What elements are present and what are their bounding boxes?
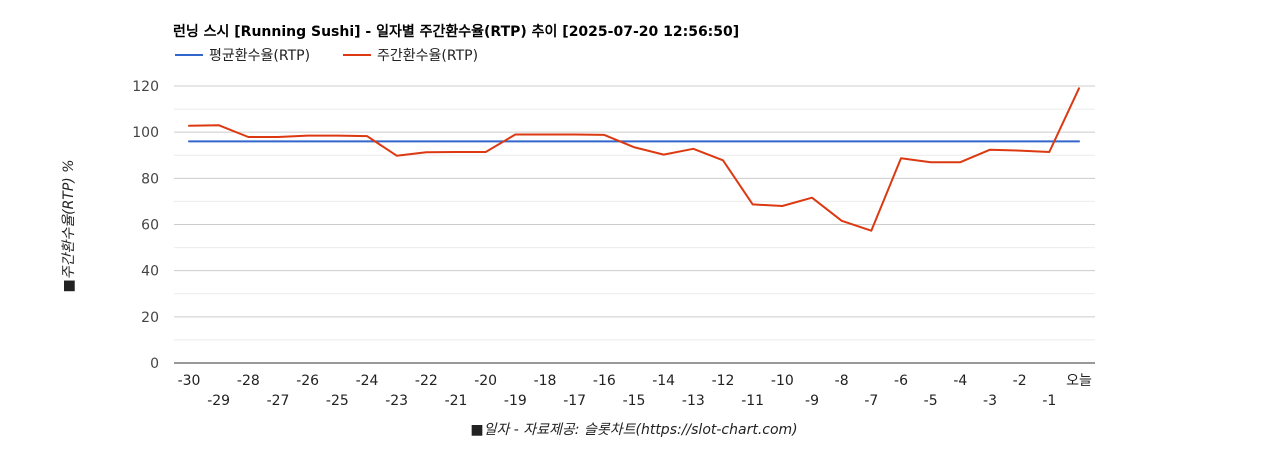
x-tick-label: -8 xyxy=(835,373,849,389)
x-tick-label: -29 xyxy=(207,393,230,409)
x-tick-label: -11 xyxy=(741,393,764,409)
x-tick-label: -21 xyxy=(445,393,468,409)
x-tick-label: -19 xyxy=(504,393,527,409)
x-tick-label: -10 xyxy=(771,373,794,389)
x-tick-label: -5 xyxy=(924,393,938,409)
x-tick-label: -4 xyxy=(953,373,967,389)
x-tick-label: -18 xyxy=(534,373,557,389)
x-tick-label: -25 xyxy=(326,393,349,409)
x-tick-label: -20 xyxy=(474,373,497,389)
x-tick-label: -7 xyxy=(864,393,878,409)
y-axis-label: ■주간환수율(RTP) % xyxy=(61,159,77,292)
x-axis-ticks: -30-29-28-27-26-25-24-23-22-21-20-19-18-… xyxy=(178,373,1092,409)
y-tick-label: 40 xyxy=(141,264,159,280)
x-tick-label: -15 xyxy=(623,393,646,409)
x-tick-label: -1 xyxy=(1042,393,1056,409)
x-tick-label: -23 xyxy=(385,393,408,409)
x-tick-label: -30 xyxy=(178,373,201,389)
y-tick-label: 20 xyxy=(141,310,159,326)
x-tick-label: -24 xyxy=(356,373,379,389)
series-line-weekly-rtp xyxy=(188,87,1080,232)
x-tick-label: -14 xyxy=(652,373,675,389)
x-tick-label: -9 xyxy=(805,393,819,409)
x-tick-label: -22 xyxy=(415,373,438,389)
gridlines xyxy=(174,85,1095,364)
y-tick-label: 120 xyxy=(132,79,159,95)
x-tick-label: -3 xyxy=(983,393,997,409)
x-tick-label: -28 xyxy=(237,373,260,389)
legend-label: 평균환수율(RTP) xyxy=(209,48,310,64)
chart-title: 런닝 스시 [Running Sushi] - 일자별 주간환수율(RTP) 추… xyxy=(173,23,739,40)
x-tick-label: -26 xyxy=(296,373,319,389)
x-tick-label: -27 xyxy=(267,393,290,409)
y-tick-label: 80 xyxy=(141,171,159,187)
x-tick-label: -2 xyxy=(1013,373,1027,389)
x-tick-label: -12 xyxy=(712,373,735,389)
y-tick-label: 60 xyxy=(141,218,159,234)
y-tick-label: 100 xyxy=(132,125,159,141)
y-tick-label: 0 xyxy=(150,356,159,372)
x-axis-label: ■일자 - 자료제공: 슬롯차트(https://slot-chart.com) xyxy=(470,422,797,438)
x-tick-label: 오늘 xyxy=(1066,373,1092,389)
x-tick-label: -16 xyxy=(593,373,616,389)
x-tick-label: -17 xyxy=(563,393,586,409)
x-tick-label: -13 xyxy=(682,393,705,409)
y-axis-ticks: 0 20 40 60 80 100 120 xyxy=(132,79,159,372)
x-tick-label: -6 xyxy=(894,373,908,389)
legend: 평균환수율(RTP) 주간환수율(RTP) xyxy=(175,48,478,64)
legend-label: 주간환수율(RTP) xyxy=(377,48,478,64)
series-lines xyxy=(188,87,1080,232)
